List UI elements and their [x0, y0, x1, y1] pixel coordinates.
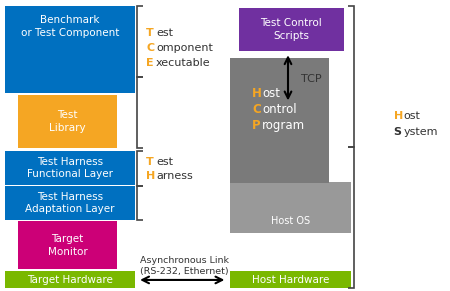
FancyBboxPatch shape	[18, 221, 117, 269]
Text: Test Harness
Functional Layer: Test Harness Functional Layer	[27, 157, 113, 180]
Text: rogram: rogram	[262, 119, 305, 132]
Text: (RS-232, Ethernet): (RS-232, Ethernet)	[140, 267, 228, 276]
Text: Test Harness
Adaptation Layer: Test Harness Adaptation Layer	[25, 191, 114, 214]
FancyBboxPatch shape	[4, 271, 135, 288]
FancyBboxPatch shape	[4, 151, 135, 185]
Text: T: T	[146, 157, 154, 166]
Text: est: est	[156, 157, 173, 166]
Text: ontrol: ontrol	[262, 103, 297, 116]
Text: Host Hardware: Host Hardware	[252, 275, 329, 285]
FancyBboxPatch shape	[4, 186, 135, 220]
Text: omponent: omponent	[156, 43, 213, 53]
FancyBboxPatch shape	[238, 8, 344, 51]
Text: Test Control
Scripts: Test Control Scripts	[261, 18, 322, 41]
Text: C: C	[252, 103, 261, 116]
Text: H: H	[252, 87, 262, 100]
Text: H: H	[394, 111, 403, 121]
Text: Target
Monitor: Target Monitor	[48, 234, 87, 257]
Text: xecutable: xecutable	[156, 58, 211, 68]
Text: arness: arness	[156, 171, 193, 181]
Text: C: C	[146, 43, 154, 53]
FancyBboxPatch shape	[230, 182, 351, 233]
Text: Host OS: Host OS	[271, 216, 310, 226]
Text: T: T	[146, 29, 154, 38]
FancyBboxPatch shape	[4, 6, 135, 93]
FancyBboxPatch shape	[230, 58, 328, 183]
Text: ost: ost	[262, 87, 280, 100]
Text: TCP: TCP	[301, 74, 321, 84]
Text: E: E	[146, 58, 154, 68]
Text: H: H	[146, 171, 156, 181]
Text: Benchmark
or Test Component: Benchmark or Test Component	[21, 15, 119, 38]
FancyBboxPatch shape	[230, 271, 351, 288]
Text: Asynchronous Link: Asynchronous Link	[140, 256, 229, 265]
FancyBboxPatch shape	[18, 95, 117, 148]
Text: ystem: ystem	[404, 127, 438, 137]
Text: Target Hardware: Target Hardware	[27, 275, 112, 285]
Text: P: P	[252, 119, 261, 132]
Text: est: est	[156, 29, 173, 38]
Text: ost: ost	[404, 111, 421, 121]
Text: Test
Library: Test Library	[49, 110, 86, 133]
Text: S: S	[394, 127, 402, 137]
